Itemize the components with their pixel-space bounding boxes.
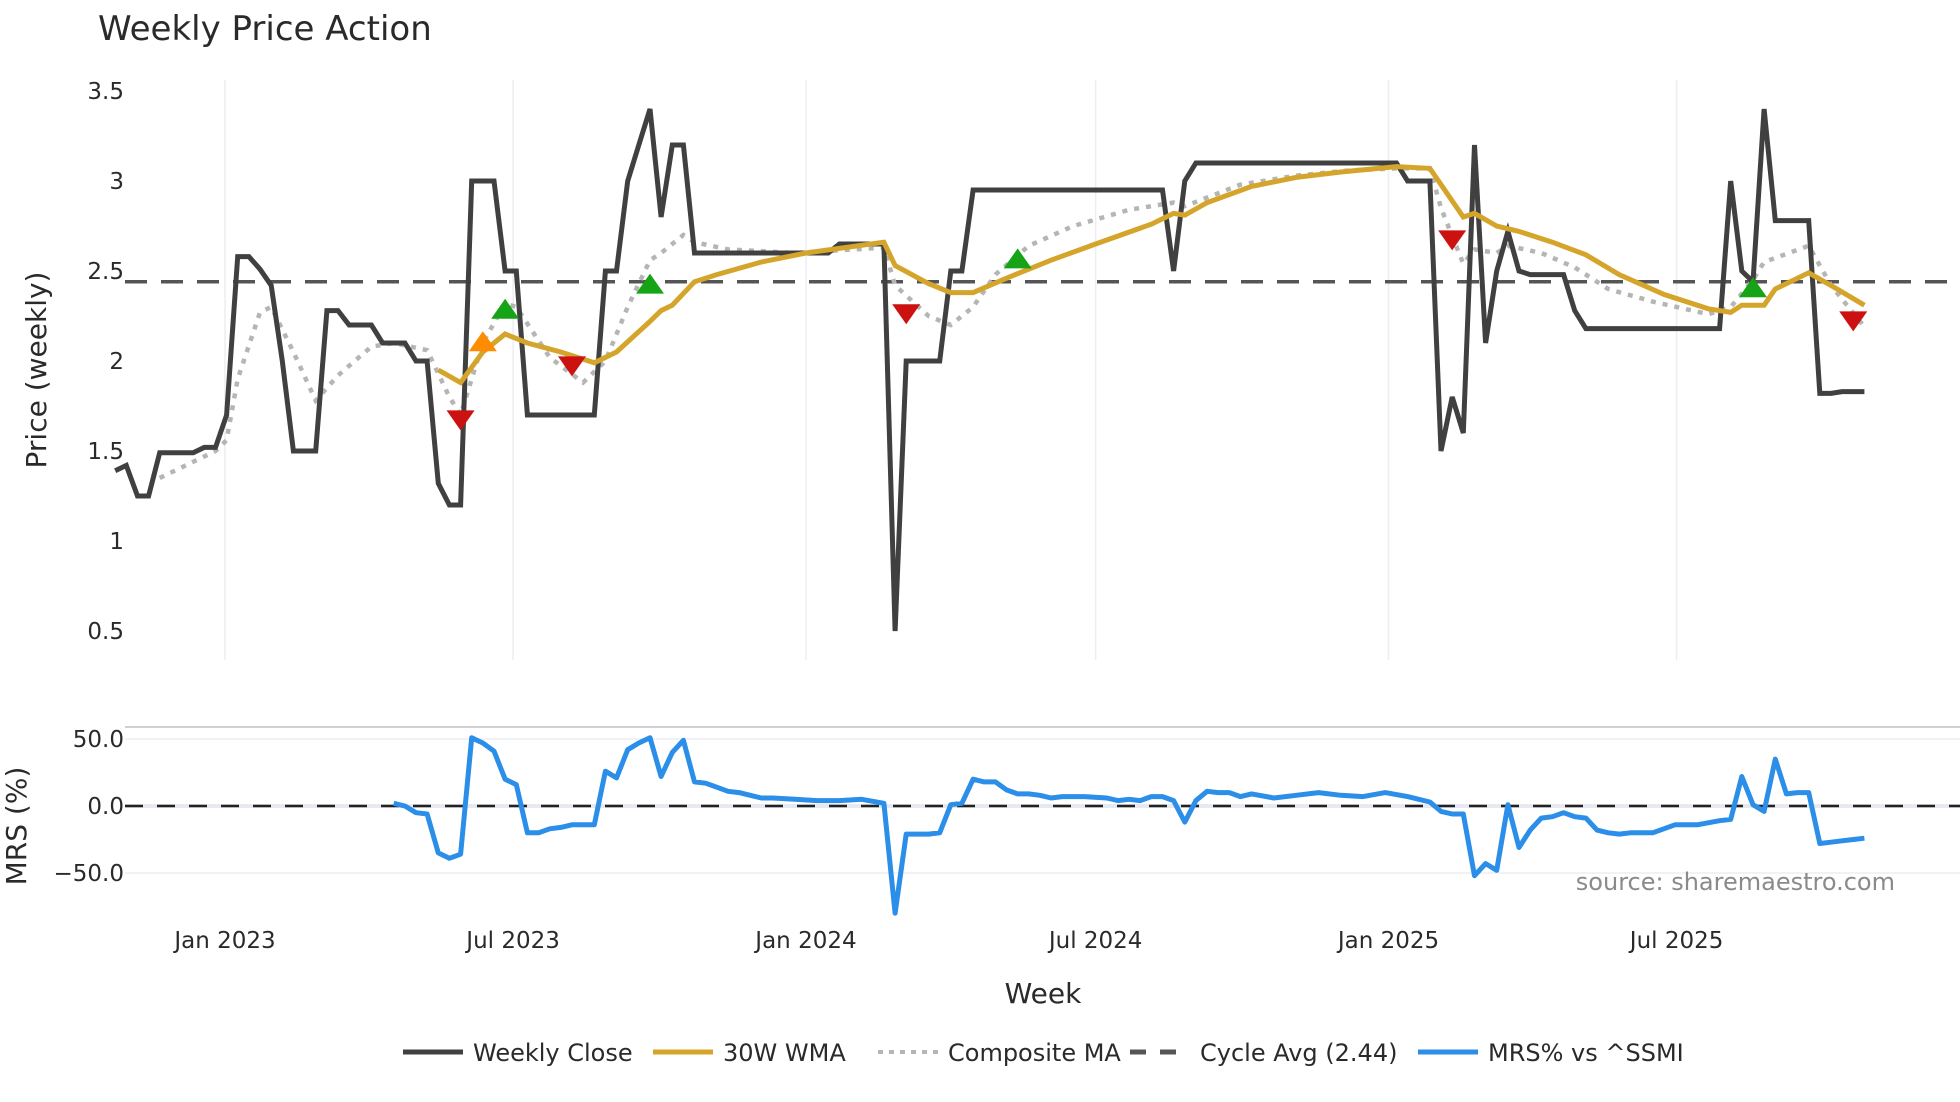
- price-gridlines: [224, 80, 1678, 660]
- price-y-tick-label: 2: [109, 349, 124, 375]
- chart-title: Weekly Price Action: [98, 9, 432, 49]
- legend-item-label: MRS% vs ^SSMI: [1488, 1039, 1684, 1067]
- mrs-y-tick-label: 50.0: [73, 727, 124, 753]
- x-tick-label: Jul 2023: [464, 928, 560, 954]
- x-tick-label: Jan 2025: [1336, 928, 1439, 954]
- buy-signal-marker: [1003, 248, 1032, 269]
- signal-markers: [446, 230, 1868, 431]
- legend-item-label: 30W WMA: [723, 1039, 846, 1067]
- mrs-y-axis-title: MRS (%): [0, 767, 33, 886]
- sell-signal-marker: [557, 356, 586, 377]
- mrs-series: [393, 735, 1865, 916]
- series-weekly-close: [114, 108, 1865, 632]
- legend-item-label: Cycle Avg (2.44): [1200, 1039, 1397, 1067]
- price-y-axis-title: Price (weekly): [20, 272, 53, 469]
- mrs-y-tick-label: −50.0: [54, 861, 124, 887]
- x-tick-label: Jan 2024: [753, 928, 856, 954]
- series-30w-wma: [437, 164, 1866, 386]
- price-y-tick-label: 1.5: [87, 439, 124, 465]
- sell-signal-marker: [1839, 311, 1868, 332]
- watch-signal-marker: [468, 331, 497, 352]
- buy-signal-marker: [635, 273, 664, 294]
- x-axis-title: Week: [1005, 977, 1082, 1010]
- legend-item-label: Composite MA: [948, 1039, 1121, 1067]
- sell-signal-marker: [892, 304, 921, 325]
- series-mrs: [393, 735, 1865, 916]
- price-y-tick-label: 0.5: [87, 619, 124, 645]
- mrs-y-axis: −50.0 0.0 50.0: [54, 727, 124, 887]
- buy-signal-marker: [491, 298, 520, 319]
- x-tick-label: Jul 2025: [1628, 928, 1724, 954]
- sell-signal-marker: [446, 410, 475, 431]
- price-y-tick-label: 1: [109, 529, 124, 555]
- price-series: [114, 108, 1867, 632]
- source-note: source: sharemaestro.com: [1576, 868, 1895, 896]
- buy-signal-marker: [1738, 277, 1767, 298]
- mrs-y-tick-label: 0.0: [87, 794, 124, 820]
- legend-item-label: Weekly Close: [473, 1039, 633, 1067]
- x-tick-label: Jul 2024: [1047, 928, 1143, 954]
- x-axis: Jan 2023 Jul 2023 Jan 2024 Jul 2024 Jan 2025…: [172, 928, 1723, 954]
- price-y-tick-label: 3: [109, 169, 124, 195]
- legend: Weekly Close 30W WMA Composite MA Cycle Avg…: [403, 1039, 1684, 1067]
- price-y-axis: 0.5 1 1.5 2 2.5 3 3.5: [87, 79, 124, 645]
- price-y-tick-label: 2.5: [87, 259, 124, 285]
- series-composite-ma: [158, 166, 1867, 481]
- x-tick-label: Jan 2023: [172, 928, 275, 954]
- price-y-tick-label: 3.5: [87, 79, 124, 105]
- sell-signal-marker: [1438, 230, 1467, 251]
